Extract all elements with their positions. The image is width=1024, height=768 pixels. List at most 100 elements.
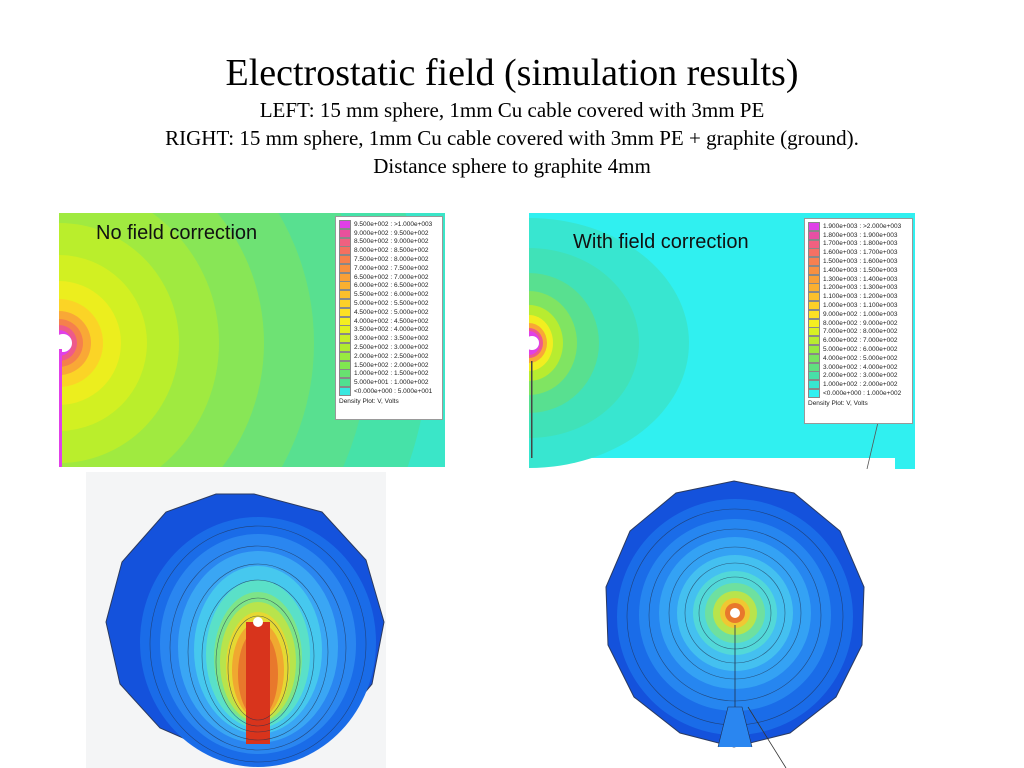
- right-legend-swatch: [808, 318, 820, 328]
- subtitle-distance: Distance sphere to graphite 4mm: [373, 154, 651, 178]
- left-legend-swatch: [339, 263, 351, 273]
- right-legend-entry: 1.500e+003 : 1.600e+003: [808, 257, 909, 267]
- left-legend-swatch: [339, 246, 351, 256]
- left-legend-swatch: [339, 369, 351, 379]
- left-legend-entry: 1.500e+002 : 2.000e+002: [339, 360, 439, 370]
- right-legend-entry: 7.000e+002 : 8.000e+002: [808, 327, 909, 337]
- right-legend-swatch: [808, 371, 820, 381]
- right-legend-swatch: [808, 362, 820, 372]
- left-legend-range: 5.000e+001 : 1.000e+002: [354, 379, 429, 387]
- right-legend-swatch: [808, 283, 820, 293]
- right-legend-entry: 1.800e+003 : 1.900e+003: [808, 230, 909, 240]
- right-legend-entry: 1.300e+003 : 1.400e+003: [808, 274, 909, 284]
- left-legend-range: 7.000e+002 : 7.500e+002: [354, 264, 429, 272]
- right-panel-label: With field correction: [573, 231, 749, 253]
- left-legend-range: 8.000e+002 : 8.500e+002: [354, 247, 429, 255]
- left-legend-range: 6.000e+002 : 6.500e+002: [354, 282, 429, 290]
- left-legend-range: <0.000e+000 : 5.000e+001: [354, 388, 433, 396]
- left-legend-entry: 9.500e+002 : >1.000e+003: [339, 219, 439, 229]
- right-legend-entry: 1.100e+003 : 1.200e+003: [808, 292, 909, 302]
- right-legend-range: 4.000e+002 : 5.000e+002: [823, 354, 898, 362]
- right-legend-range: 1.000e+002 : 2.000e+002: [823, 381, 898, 389]
- left-legend-entry: 3.500e+002 : 4.000e+002: [339, 325, 439, 335]
- right-legend-range: 1.700e+003 : 1.800e+003: [823, 240, 898, 248]
- left-legend-swatch: [339, 272, 351, 282]
- right-legend-range: 7.000e+002 : 8.000e+002: [823, 328, 898, 336]
- left-legend-swatch: [339, 387, 351, 397]
- right-legend-entry: <0.000e+000 : 1.000e+002: [808, 389, 909, 399]
- left-legend-range: 7.500e+002 : 8.000e+002: [354, 256, 429, 264]
- right-legend-entry: 1.400e+003 : 1.500e+003: [808, 265, 909, 275]
- left-legend-swatch: [339, 219, 351, 229]
- right-legend-entry: 1.000e+002 : 2.000e+002: [808, 380, 909, 390]
- right-legend-swatch: [808, 336, 820, 346]
- right-legend-range: 5.000e+002 : 6.000e+002: [823, 346, 898, 354]
- right-legend-entry: 5.000e+002 : 6.000e+002: [808, 345, 909, 355]
- right-legend-range: 3.000e+002 : 4.000e+002: [823, 363, 898, 371]
- left-legend-swatch: [339, 334, 351, 344]
- right-legend-entry: 4.000e+002 : 5.000e+002: [808, 353, 909, 363]
- left-legend-swatch: [339, 237, 351, 247]
- right-legend-entry: 3.000e+002 : 4.000e+002: [808, 362, 909, 372]
- right-legend-range: 1.600e+003 : 1.700e+003: [823, 249, 898, 257]
- right-legend-swatch: [808, 345, 820, 355]
- left-legend-range: 3.500e+002 : 4.000e+002: [354, 326, 429, 334]
- left-legend-entry: 5.000e+002 : 5.500e+002: [339, 299, 439, 309]
- right-legend-entry: 8.000e+002 : 9.000e+002: [808, 318, 909, 328]
- right-legend-swatch: [808, 353, 820, 363]
- right-legend-swatch: [808, 257, 820, 267]
- left-legend-entry: 3.000e+002 : 3.500e+002: [339, 334, 439, 344]
- right-contour-plot-graphic: [600, 475, 870, 768]
- left-legend-swatch: [339, 281, 351, 291]
- left-legend-entry: 5.000e+001 : 1.000e+002: [339, 378, 439, 388]
- left-legend-swatch: [339, 255, 351, 265]
- left-legend-range: 2.000e+002 : 2.500e+002: [354, 352, 429, 360]
- right-legend-swatch: [808, 380, 820, 390]
- right-legend-entry: 1.700e+003 : 1.800e+003: [808, 239, 909, 249]
- left-legend-entry: 8.000e+002 : 8.500e+002: [339, 246, 439, 256]
- right-density-plot: With field correction 1.900e+003 : >2.00…: [529, 213, 915, 469]
- right-legend-swatch: [808, 292, 820, 302]
- left-legend-entry: 7.500e+002 : 8.000e+002: [339, 255, 439, 265]
- left-legend-range: 6.500e+002 : 7.000e+002: [354, 273, 429, 281]
- subtitle-left-description: LEFT: 15 mm sphere, 1mm Cu cable covered…: [259, 98, 765, 122]
- left-legend-entry: 2.000e+002 : 2.500e+002: [339, 351, 439, 361]
- left-legend-swatch: [339, 299, 351, 309]
- left-legend-swatch: [339, 360, 351, 370]
- right-legend-range: 1.300e+003 : 1.400e+003: [823, 275, 898, 283]
- left-legend-swatch: [339, 378, 351, 388]
- left-legend-swatch: [339, 228, 351, 238]
- left-legend-entry: 6.000e+002 : 6.500e+002: [339, 281, 439, 291]
- left-contour-plot: [86, 472, 386, 768]
- left-legend-swatch: [339, 290, 351, 300]
- right-legend-swatch: [808, 230, 820, 240]
- right-legend-swatch: [808, 389, 820, 399]
- left-density-plot: No field correction 9.500e+002 : >1.000e…: [59, 213, 445, 467]
- right-legend-entry: 1.200e+003 : 1.300e+003: [808, 283, 909, 293]
- left-legend-range: 2.500e+002 : 3.000e+002: [354, 344, 429, 352]
- right-legend-range: 1.400e+003 : 1.500e+003: [823, 266, 898, 274]
- left-legend-entry: <0.000e+000 : 5.000e+001: [339, 387, 439, 397]
- right-legend-entry: 2.000e+002 : 3.000e+002: [808, 371, 909, 381]
- right-legend-range: 1.100e+003 : 1.200e+003: [823, 293, 898, 301]
- left-legend-entry: 8.500e+002 : 9.000e+002: [339, 237, 439, 247]
- left-legend-range: 8.500e+002 : 9.000e+002: [354, 238, 429, 246]
- left-legend-range: 5.000e+002 : 5.500e+002: [354, 300, 429, 308]
- slide-header: Electrostatic field (simulation results)…: [0, 50, 1024, 180]
- left-legend-entry: 4.000e+002 : 4.500e+002: [339, 316, 439, 326]
- right-legend-range: 1.800e+003 : 1.900e+003: [823, 231, 898, 239]
- right-legend-entry: 1.900e+003 : >2.000e+003: [808, 221, 909, 231]
- right-legend-swatch: [808, 239, 820, 249]
- right-legend: 1.900e+003 : >2.000e+003 1.800e+003 : 1.9…: [804, 218, 913, 424]
- right-legend-range: 8.000e+002 : 9.000e+002: [823, 319, 898, 327]
- right-legend-rows: 1.900e+003 : >2.000e+003 1.800e+003 : 1.9…: [808, 221, 909, 399]
- left-legend-entry: 7.000e+002 : 7.500e+002: [339, 263, 439, 273]
- left-legend-range: 4.500e+002 : 5.000e+002: [354, 308, 429, 316]
- right-legend-range: 2.000e+002 : 3.000e+002: [823, 372, 898, 380]
- right-legend-swatch: [808, 265, 820, 275]
- right-legend-swatch: [808, 301, 820, 311]
- left-legend-swatch: [339, 343, 351, 353]
- left-legend-range: 9.500e+002 : >1.000e+003: [354, 220, 433, 228]
- left-legend-range: 1.500e+002 : 2.000e+002: [354, 361, 429, 369]
- right-legend-entry: 1.600e+003 : 1.700e+003: [808, 248, 909, 258]
